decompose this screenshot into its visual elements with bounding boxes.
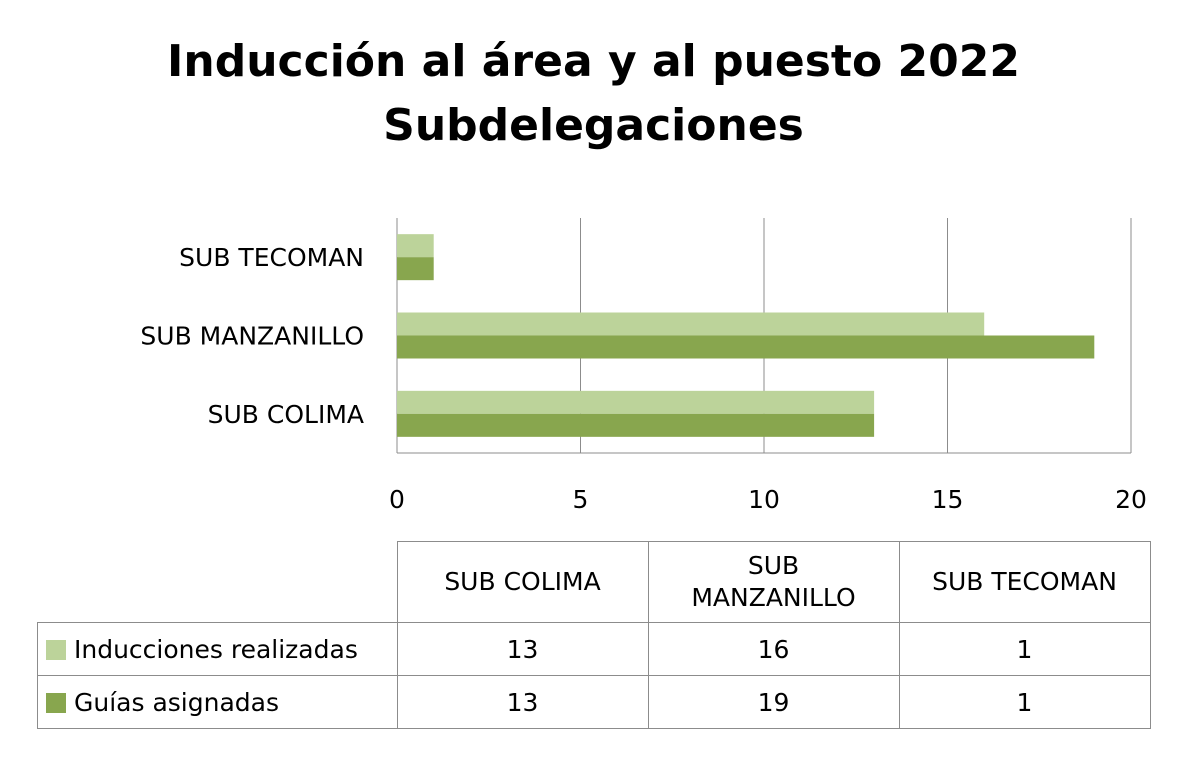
header-text: SUB COLIMA xyxy=(444,567,601,596)
table-header-cell: SUB COLIMA xyxy=(396,541,649,623)
x-tick-label: 5 xyxy=(573,485,589,514)
category-label: SUB COLIMA xyxy=(208,400,364,429)
bar xyxy=(397,335,1095,359)
table-cell: 13 xyxy=(396,675,649,729)
x-tick-labels: 0 5 10 15 20 xyxy=(389,485,1147,514)
x-tick-label: 20 xyxy=(1115,485,1147,514)
table-header-cell: SUB MANZANILLO xyxy=(647,541,900,623)
bar xyxy=(397,234,434,258)
bar xyxy=(397,312,985,336)
bars xyxy=(397,234,1095,437)
table-cell: 1 xyxy=(898,622,1151,676)
table-cell: 13 xyxy=(396,622,649,676)
table-cell: 1 xyxy=(898,675,1151,729)
table-row: Guías asignadas 13 19 1 xyxy=(37,675,1151,729)
table-cell: 19 xyxy=(647,675,900,729)
category-label: SUB MANZANILLO xyxy=(140,322,364,351)
category-labels: SUB COLIMA SUB MANZANILLO SUB TECOMAN xyxy=(140,243,364,429)
legend-swatch-light xyxy=(46,639,66,660)
legend-label: Inducciones realizadas xyxy=(74,634,358,664)
x-tick-label: 10 xyxy=(748,485,780,514)
table-corner-cell xyxy=(37,541,398,623)
header-text: SUB MANZANILLO xyxy=(691,551,856,612)
bar xyxy=(397,257,434,281)
legend-swatch-dark xyxy=(46,692,66,713)
table-row: Inducciones realizadas 13 16 1 xyxy=(37,622,1151,676)
title-line-2: Subdelegaciones xyxy=(383,100,804,151)
header-text: SUB TECOMAN xyxy=(932,567,1117,596)
chart-title: Inducción al área y al puesto 2022 Subde… xyxy=(0,30,1187,158)
data-table: SUB COLIMA SUB MANZANILLO SUB TECOMAN In… xyxy=(37,541,1151,729)
x-tick-label: 0 xyxy=(389,485,405,514)
title-line-1: Inducción al área y al puesto 2022 xyxy=(167,36,1020,87)
x-tick-label: 15 xyxy=(932,485,964,514)
bar xyxy=(397,390,875,414)
legend-label: Guías asignadas xyxy=(74,687,279,717)
category-label: SUB TECOMAN xyxy=(179,243,364,272)
table-header-row: SUB COLIMA SUB MANZANILLO SUB TECOMAN xyxy=(37,541,1151,623)
legend-item-guias: Guías asignadas xyxy=(37,675,398,729)
bar xyxy=(397,413,875,437)
table-cell: 16 xyxy=(647,622,900,676)
bar-chart: SUB COLIMA SUB MANZANILLO SUB TECOMAN 0 5 10… xyxy=(140,218,1147,514)
table-header-cell: SUB TECOMAN xyxy=(898,541,1151,623)
legend-item-inducciones: Inducciones realizadas xyxy=(37,622,398,676)
